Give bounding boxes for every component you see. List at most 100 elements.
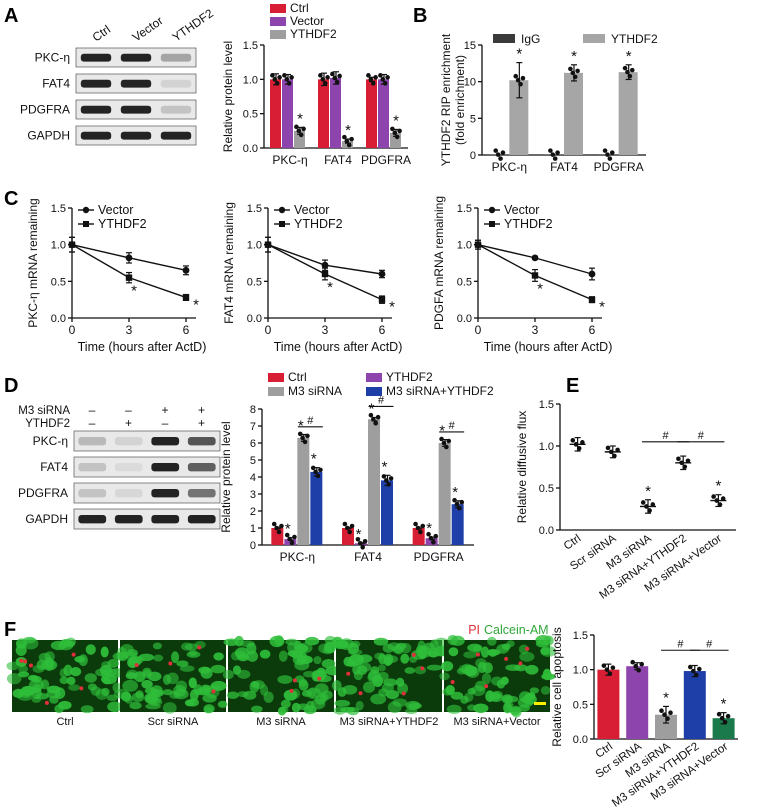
- chartC3-y-tick-label: 0.0: [457, 313, 472, 325]
- cell: [18, 664, 29, 674]
- cell: [6, 661, 20, 671]
- panel-letter-e: E: [566, 375, 579, 397]
- data-point: [622, 65, 628, 71]
- cell: [501, 694, 513, 704]
- data-point: [615, 447, 620, 453]
- data-point: [270, 73, 275, 78]
- data-point: [274, 81, 280, 86]
- cell: [383, 678, 398, 687]
- cell: [149, 698, 163, 706]
- cell: [135, 690, 144, 699]
- data-point: [360, 545, 366, 550]
- cell: [441, 661, 454, 672]
- bar: [294, 130, 305, 148]
- legend-marker: [83, 221, 89, 227]
- cell: [321, 659, 336, 669]
- data-point: [394, 134, 400, 140]
- cell: [543, 635, 554, 646]
- legend-swatch: [270, 30, 286, 39]
- chartE-y-tick-label: 0.0: [539, 525, 554, 537]
- cell: [46, 689, 61, 699]
- data-point: [284, 77, 290, 82]
- significance-mark: *: [439, 423, 445, 440]
- cell: [59, 668, 68, 678]
- blot-band: [78, 515, 107, 524]
- cell: [298, 678, 308, 687]
- cell: [107, 701, 123, 712]
- legend-swatch: [270, 4, 286, 13]
- chart-c-pdgfa-mrna: 0.0 0.5 1.0 1.5 0 3 6 Time (hours after ActD) PD…: [432, 196, 612, 354]
- data-point: [576, 446, 582, 451]
- chart-d-protein-level: 0 1 2 3 4 5 6 7 8 Relative protein level PKC-η * * * F…: [219, 370, 494, 564]
- data-point: [347, 529, 353, 535]
- stain-label-pi: PI: [468, 623, 480, 637]
- legend-label: YTHDF2: [98, 217, 147, 231]
- cell: [355, 700, 364, 711]
- data-point: [662, 712, 667, 718]
- data-point: [697, 666, 702, 672]
- cell: [463, 651, 477, 659]
- data-point: [625, 69, 630, 75]
- cell: [234, 647, 250, 659]
- cell: [298, 642, 313, 654]
- x-tick-label: 0: [265, 323, 272, 337]
- data-point: [298, 132, 304, 138]
- data-point: [390, 126, 395, 132]
- cell: [203, 706, 214, 714]
- cell: [102, 668, 118, 677]
- data-point: [342, 521, 348, 527]
- panel-letter-b: B: [413, 5, 427, 27]
- cell: [263, 691, 274, 703]
- data-point: [279, 523, 284, 529]
- chartD-y-tick-label: 3: [250, 489, 256, 501]
- data-point: [607, 671, 613, 676]
- blot-lane-label: YTHDF2: [170, 6, 217, 44]
- chartC1-y-tick-label: 0.5: [51, 276, 66, 288]
- bar: [270, 79, 281, 148]
- cell: [210, 680, 227, 691]
- data-point: [650, 502, 656, 507]
- cell: [129, 701, 142, 710]
- cell: [249, 680, 260, 693]
- bar: [297, 437, 310, 545]
- data-point: [368, 77, 374, 82]
- data-point: [371, 416, 376, 422]
- data-point: [531, 272, 539, 279]
- x-tick-label: 3: [532, 323, 539, 337]
- blot-row-label: PDGFRA: [20, 103, 70, 117]
- data-point: [668, 710, 673, 716]
- blot-band: [120, 79, 152, 88]
- data-point: [688, 664, 693, 670]
- cell: [84, 673, 97, 683]
- hash-mark: #: [378, 394, 385, 406]
- bar: [282, 79, 293, 148]
- panel-letter-c: C: [4, 188, 18, 210]
- cell: [458, 664, 472, 674]
- chartD-y-tick-label: 8: [250, 404, 256, 416]
- y-axis-label: YTHDF2 RIP enrichment: [439, 33, 453, 166]
- cell: [514, 664, 528, 672]
- legend-label: Ctrl: [288, 370, 307, 384]
- dead-cell: [411, 652, 416, 657]
- y-axis-label: Relative protein level: [221, 41, 235, 152]
- chartA-y-tick-label: 0.0: [243, 143, 258, 155]
- data-point: [691, 668, 696, 674]
- blot-row-label: PKC-η: [35, 51, 70, 65]
- data-point: [630, 659, 635, 665]
- cell: [473, 644, 482, 654]
- cell: [450, 691, 464, 700]
- cell: [473, 703, 489, 714]
- significance-mark: *: [297, 110, 303, 127]
- bar: [618, 72, 638, 155]
- cell: [171, 651, 180, 664]
- data-point: [397, 128, 402, 134]
- dead-cell: [317, 676, 322, 681]
- cell: [352, 664, 361, 675]
- legend-swatch: [268, 373, 284, 382]
- significance-mark: *: [382, 458, 388, 475]
- data-point: [570, 70, 576, 76]
- blot-row-label: FAT4: [42, 77, 70, 91]
- chartD-y-tick-label: 2: [250, 506, 256, 518]
- data-point: [548, 148, 553, 153]
